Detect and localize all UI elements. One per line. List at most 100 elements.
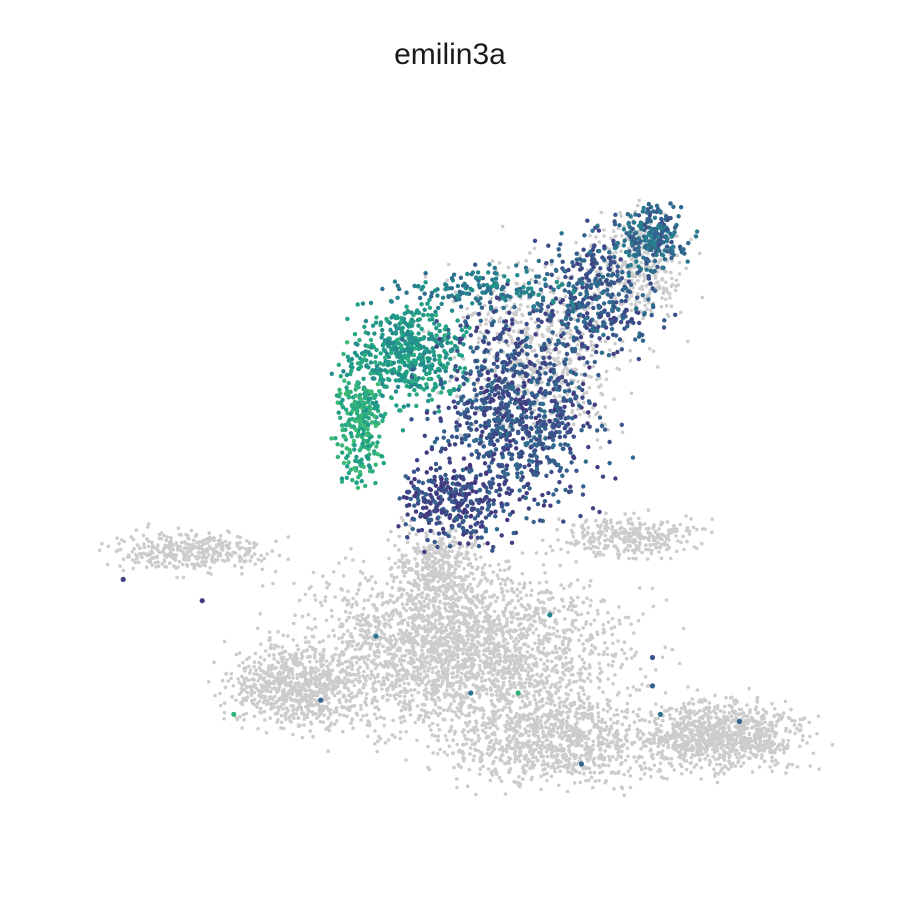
cell-point bbox=[229, 676, 233, 681]
cell-point bbox=[650, 586, 655, 591]
cell-point bbox=[522, 581, 527, 585]
cell-point bbox=[295, 676, 300, 681]
cell-point bbox=[354, 711, 359, 716]
cell-point bbox=[475, 728, 480, 732]
cell-point bbox=[481, 684, 486, 688]
cell-point bbox=[597, 686, 601, 690]
cell-point bbox=[346, 659, 351, 663]
cell-point bbox=[248, 668, 253, 672]
cell-point bbox=[520, 571, 525, 576]
cell-point bbox=[426, 622, 431, 627]
cell-point bbox=[430, 622, 434, 627]
cell-point bbox=[616, 639, 620, 643]
cell-point bbox=[559, 583, 563, 587]
cell-point bbox=[286, 634, 290, 638]
cell-point bbox=[572, 767, 576, 772]
cell-point bbox=[238, 715, 242, 719]
cell-point bbox=[512, 683, 517, 687]
cell-point bbox=[436, 675, 440, 679]
cell-point bbox=[284, 675, 288, 679]
cell-point bbox=[597, 652, 601, 657]
cell-point bbox=[626, 754, 630, 758]
cell-point bbox=[674, 708, 679, 713]
cell-point bbox=[481, 728, 485, 733]
cell-point bbox=[793, 731, 797, 736]
cell-point bbox=[443, 651, 448, 656]
cell-point bbox=[508, 757, 513, 761]
cell-point bbox=[600, 669, 604, 674]
cell-point bbox=[652, 738, 656, 742]
cell-point bbox=[417, 599, 422, 604]
cell-point bbox=[452, 765, 456, 770]
cell-point bbox=[436, 734, 441, 738]
cell-point bbox=[283, 690, 287, 695]
cell-point bbox=[596, 743, 601, 748]
cell-point bbox=[433, 618, 438, 623]
cell-point bbox=[356, 667, 360, 672]
cell-point bbox=[620, 744, 625, 748]
cell-point bbox=[321, 691, 326, 696]
cell-point bbox=[394, 638, 399, 643]
cell-point bbox=[672, 744, 677, 748]
cell-point bbox=[510, 581, 515, 585]
cell-point bbox=[510, 629, 515, 634]
cell-point bbox=[721, 732, 726, 736]
cell-point bbox=[704, 747, 708, 751]
cell-point bbox=[657, 737, 661, 742]
cell-point bbox=[488, 686, 493, 690]
cell-point bbox=[561, 755, 566, 759]
cell-point bbox=[682, 702, 686, 706]
cell-point bbox=[561, 710, 565, 714]
cell-point bbox=[534, 755, 538, 760]
cell-point bbox=[711, 724, 715, 728]
cell-point bbox=[438, 747, 442, 752]
cell-point bbox=[571, 740, 575, 744]
cell-point bbox=[520, 551, 525, 555]
cell-point bbox=[567, 639, 571, 643]
cell-point bbox=[400, 667, 404, 672]
cell-point bbox=[575, 613, 580, 617]
cell-point bbox=[353, 647, 358, 652]
cell-point bbox=[394, 653, 398, 658]
cell-point bbox=[506, 641, 510, 646]
cell-point bbox=[286, 669, 291, 674]
cell-point bbox=[697, 739, 702, 743]
cell-point bbox=[452, 641, 456, 646]
cell-point bbox=[407, 631, 412, 636]
cell-point bbox=[393, 608, 398, 612]
cell-point bbox=[338, 712, 342, 717]
cell-point bbox=[760, 753, 764, 757]
cell-point bbox=[314, 699, 319, 703]
cell-point bbox=[408, 707, 413, 711]
cell-point bbox=[420, 702, 425, 707]
cell-point bbox=[359, 718, 363, 722]
cell-point bbox=[251, 685, 256, 689]
cell-point bbox=[579, 735, 584, 740]
cell-point bbox=[273, 694, 277, 699]
cell-point bbox=[382, 617, 387, 622]
cell-point bbox=[368, 644, 373, 649]
cell-point bbox=[278, 682, 283, 686]
cell-point bbox=[747, 718, 751, 722]
cell-point bbox=[542, 662, 546, 666]
cell-point bbox=[735, 755, 739, 759]
cell-point bbox=[456, 560, 460, 564]
cell-point bbox=[624, 758, 628, 763]
cell-point bbox=[527, 684, 532, 688]
cell-point bbox=[409, 662, 414, 666]
cell-point bbox=[234, 652, 238, 657]
cell-point bbox=[369, 669, 374, 674]
cell-point bbox=[466, 637, 471, 642]
cell-point bbox=[287, 652, 292, 657]
cell-point bbox=[614, 708, 619, 712]
cell-point bbox=[338, 690, 342, 694]
cell-point bbox=[504, 750, 509, 754]
cell-point bbox=[313, 625, 318, 630]
cell-point bbox=[312, 652, 317, 657]
cell-point bbox=[452, 621, 457, 626]
cell-point bbox=[582, 701, 586, 705]
cell-point bbox=[480, 716, 485, 720]
cell-point bbox=[262, 658, 267, 662]
cell-point bbox=[485, 660, 490, 664]
cell-point bbox=[497, 699, 501, 703]
